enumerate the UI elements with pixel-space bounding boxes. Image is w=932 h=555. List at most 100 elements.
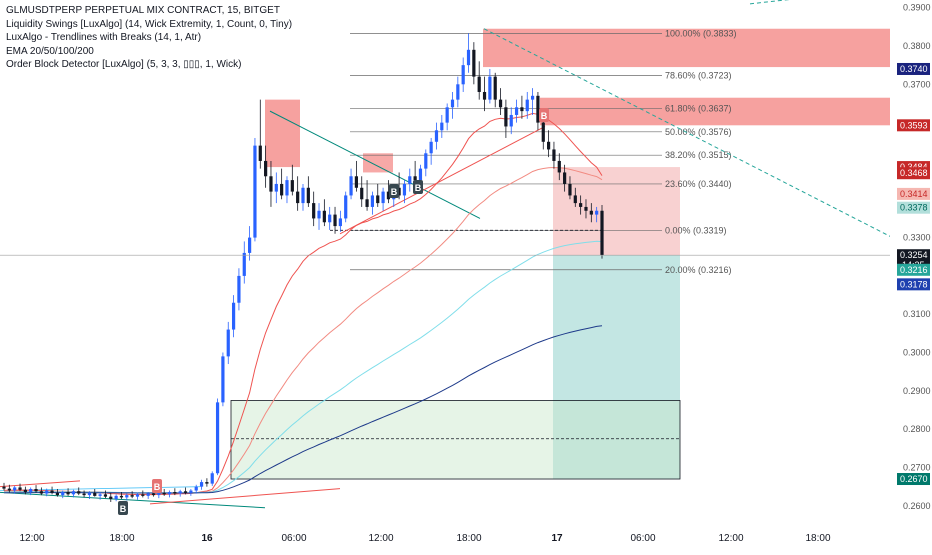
candle-body [50,490,54,493]
candle-body [354,176,358,188]
candle [280,168,284,200]
candle-body [589,210,593,215]
candle [557,153,561,181]
trendline-red [339,126,546,235]
candle [381,187,385,211]
candle [103,490,108,499]
candle [600,205,604,259]
price-label-bg [897,119,930,132]
price-tick-label: 0.2800 [903,424,931,434]
candle-body [563,172,567,184]
candle-body [135,494,140,497]
break-marker: B [152,479,162,493]
candle-body [514,107,519,115]
candle-body [600,210,604,256]
candle [488,68,492,104]
time-tick-label: 12:00 [718,533,743,544]
candle [301,183,305,211]
break-marker-text: B [391,187,398,197]
candle-body [408,176,412,184]
candle-body [141,494,145,496]
zones-layer [230,28,890,480]
legend-indicator-trendlines[interactable]: LuxAlgo - Trendlines with Breaks (14, 1,… [6,32,202,43]
candle-body [215,402,220,474]
candle [456,76,460,108]
candle [194,484,198,494]
candle [130,491,134,499]
candle [322,199,326,227]
candle-body [461,65,465,85]
candle [45,488,49,497]
candle [274,172,278,204]
candle [472,42,476,85]
candle [584,199,588,219]
break-marker: B [539,108,549,122]
price-label-bg [897,167,930,180]
price-label-text: 0.3484 [900,162,928,172]
candle [18,483,22,492]
candle [178,489,182,497]
candle [424,149,428,177]
break-marker-text: B [541,111,548,121]
price-tick-label: 0.3800 [903,41,931,51]
candle-body [493,76,497,100]
fib-level-label: 0.00% (0.3319) [665,225,727,235]
ema-line-100 [3,240,603,494]
price-label: 0.3740 [897,62,930,75]
candle [29,487,33,496]
price-label-bg [897,473,930,486]
legend-symbol-title[interactable]: GLMUSDTPERP PERPETUAL MIX CONTRACT, 15, … [6,5,280,16]
fib-level-label: 20.00% (0.3216) [665,265,732,275]
price-label-text: 0.3216 [900,265,928,275]
candle [146,492,150,499]
candle-body [98,494,102,496]
candle [210,471,214,486]
candle [397,172,401,200]
candle [434,122,439,150]
candle [568,176,572,200]
candle [264,145,268,188]
candle-body [429,141,433,154]
candle [440,114,444,138]
candle [482,76,487,112]
candle-body [541,122,545,142]
candle [509,107,513,135]
candle [354,160,358,192]
fib-level-label: 78.60% (0.3723) [665,70,732,80]
candle [563,164,567,192]
candle [34,485,38,493]
fib-level-label: 50.00% (0.3576) [665,127,732,137]
candle [77,487,81,496]
candle-body [119,495,124,498]
trendline-bottom-teal [0,491,266,509]
candle-body [434,130,439,142]
ema-lines [3,112,603,496]
time-tick-label: 12:00 [19,533,44,544]
liquidity-zone [265,99,300,168]
price-label-bg [897,187,930,200]
candle-body [402,183,407,196]
price-tick-label: 0.2600 [903,501,931,511]
legend-indicator-order-block[interactable]: Order Block Detector [LuxAlgo] (5, 3, 3,… [6,59,242,70]
break-marker: B [413,180,423,194]
candle-body [301,187,305,204]
break-markers: B B B B B [118,108,549,515]
candle-body [525,99,529,112]
candle [386,180,391,204]
candle [306,176,310,207]
candle-body [557,160,561,173]
candle [370,191,375,215]
candle-body [178,491,182,494]
candle-body [547,141,551,150]
candle [285,176,289,204]
price-label-text: 0.3740 [900,64,928,74]
legend-indicator-ema[interactable]: EMA 20/50/100/200 [6,45,94,57]
candle-body [344,195,348,219]
trendline-bottom-red [0,480,81,488]
legend-indicator-liquidity-swings[interactable]: Liquidity Swings [LuxAlgo] (14, Wick Ext… [6,18,293,30]
candle-body [376,195,380,204]
candle [231,295,236,338]
candle [296,176,300,211]
candle-body [296,191,300,204]
